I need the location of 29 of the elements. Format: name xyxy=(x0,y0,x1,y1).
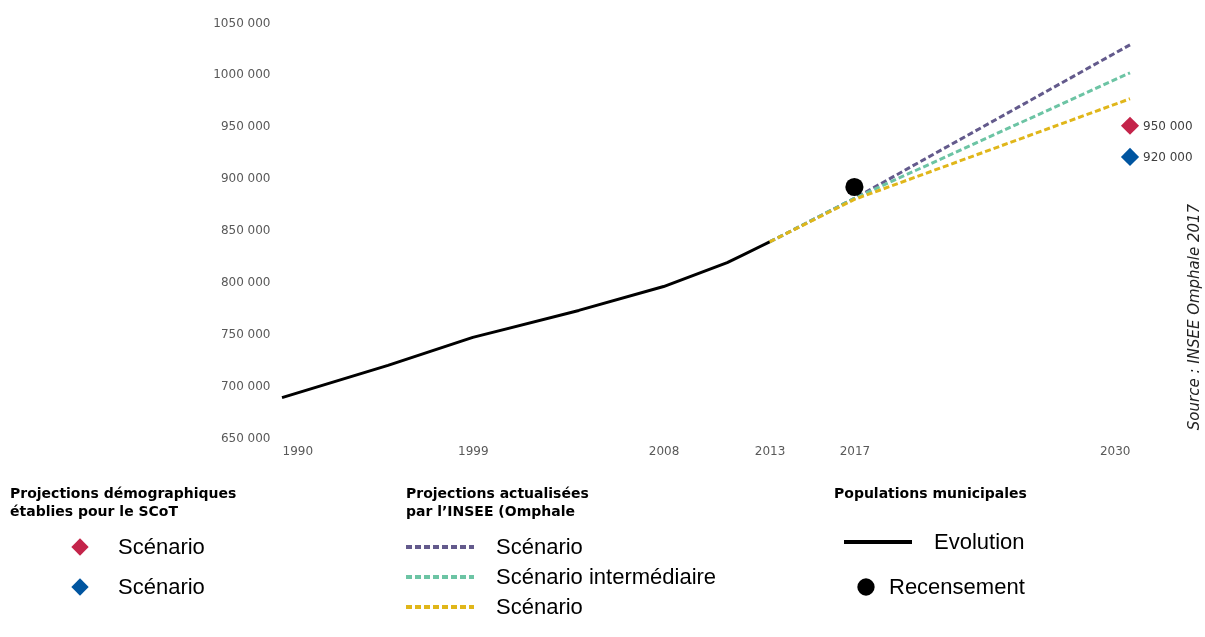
source-note: Source : INSEE Omphale 2017 xyxy=(1185,203,1203,431)
text: Projections démographiques établies pour le SCoT xyxy=(10,485,237,519)
y-tick-label: 800 000 xyxy=(220,274,271,289)
legend-label: Evolution xyxy=(934,529,1025,554)
text: Projections actualisées par l’INSEE (Omphale xyxy=(406,485,589,519)
x-tick-label: 1990 xyxy=(282,443,314,458)
y-tick-label: 1050 000 xyxy=(213,15,271,30)
data-label: 950 000 xyxy=(1143,118,1193,133)
y-tick-label: 700 000 xyxy=(220,378,271,393)
legend-label: Recensement xyxy=(889,574,1025,599)
y-tick-label: 950 000 xyxy=(220,119,271,134)
y-tick-label: 900 000 xyxy=(220,171,271,186)
y-tick-label: 750 000 xyxy=(220,326,271,341)
data-label: 920 000 xyxy=(1143,149,1193,164)
x-tick-label: 2030 xyxy=(1099,443,1131,458)
line-series xyxy=(280,240,772,400)
y-tick-label: 650 000 xyxy=(220,430,271,445)
legend-label: Scénario xyxy=(496,594,583,619)
text: Populations municipales xyxy=(834,485,1027,501)
x-tick-label: 2013 xyxy=(754,443,786,458)
legend-label: Scénario intermédiaire xyxy=(496,564,717,589)
legend-label: Scénario xyxy=(496,534,583,559)
y-tick-label: 1000 000 xyxy=(213,67,271,82)
x-tick-label: 1999 xyxy=(458,443,489,458)
x-tick-label: 2017 xyxy=(839,443,871,458)
y-tick-label: 850 000 xyxy=(220,223,271,237)
legend-label: Scénario xyxy=(118,574,205,599)
legend-label: Scénario xyxy=(118,534,205,559)
x-tick-label: 2008 xyxy=(648,443,680,458)
